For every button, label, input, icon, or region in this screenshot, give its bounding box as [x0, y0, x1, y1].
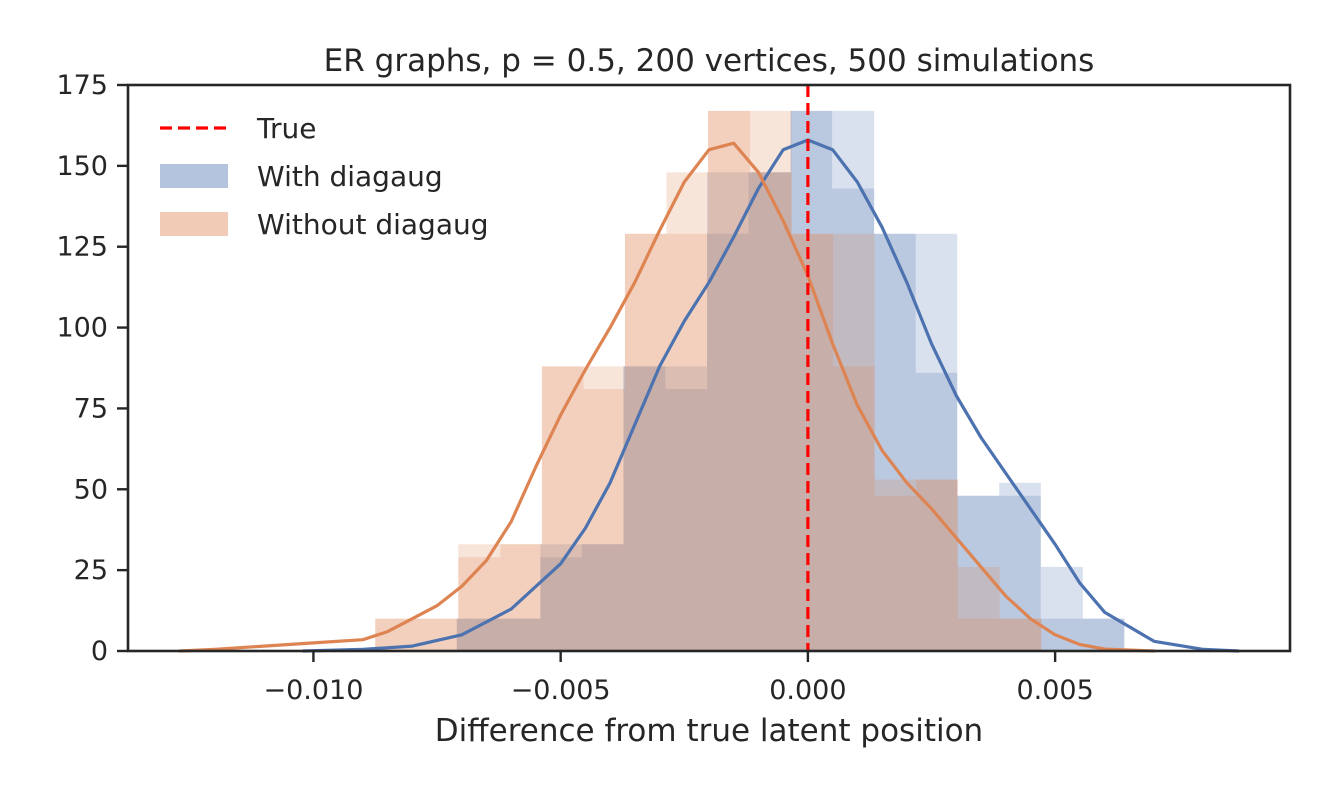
y-tick-label: 100	[56, 313, 108, 344]
kde-curve-without-diagaug	[178, 141, 1156, 653]
histogram-bar	[581, 544, 624, 651]
histogram-bar	[540, 544, 624, 651]
histogram-bar	[748, 172, 791, 651]
histogram-bar	[791, 233, 875, 651]
histogram-bar	[790, 110, 833, 652]
histogram-bar	[957, 495, 1041, 651]
histogram-bar	[833, 366, 875, 651]
histogram-bar	[500, 544, 542, 651]
histogram-bar	[999, 618, 1042, 651]
x-axis-label: Difference from true latent position	[435, 713, 983, 749]
histogram-bar	[957, 618, 1042, 651]
histogram-bar	[874, 233, 916, 651]
legend: True With diagaug Without diagaug	[160, 112, 489, 241]
histogram-bar	[540, 557, 582, 651]
histogram-bar	[623, 366, 666, 651]
histogram-bar	[832, 188, 875, 652]
histogram-bar	[624, 233, 667, 651]
histogram-bar	[957, 495, 1000, 651]
histogram-bar	[750, 172, 792, 651]
series-with-diagaug-bars	[456, 110, 1125, 652]
histogram-bar	[999, 482, 1041, 651]
histogram-bar	[666, 172, 709, 651]
x-tick-label: 0.000	[769, 675, 846, 706]
histogram-bar	[916, 479, 958, 651]
axes-frame	[126, 83, 1292, 653]
histogram-bar	[874, 495, 917, 651]
legend-true-label: True	[256, 112, 316, 145]
chart-title: ER graphs, p = 0.5, 200 vertices, 500 si…	[324, 43, 1095, 79]
x-axis: −0.010 −0.005 0.000 0.005	[263, 651, 1094, 706]
plot-area: 0 25 50 75 100 125 150 175 −0.010 −0.005 0.000 0.00…	[56, 70, 1292, 706]
histogram-bar	[708, 110, 751, 652]
legend-with-diagaug-swatch	[160, 164, 228, 188]
histogram-bar	[541, 366, 625, 651]
y-tick-label: 125	[56, 232, 108, 263]
histogram-bar	[791, 233, 834, 651]
histogram-bar	[874, 479, 958, 651]
x-tick-label: 0.005	[1016, 675, 1093, 706]
series-without-diagaug-bars	[375, 110, 1042, 652]
histogram-bar	[623, 366, 708, 651]
histogram-bar	[790, 110, 875, 652]
histogram-bar	[416, 618, 459, 651]
y-tick-label: 75	[74, 393, 108, 424]
histogram-bar	[458, 544, 542, 651]
histogram-bar	[707, 172, 791, 651]
legend-without-diagaug-swatch	[160, 212, 228, 236]
histogram-bar	[665, 389, 708, 651]
histogram-bar	[498, 618, 541, 651]
y-tick-label: 0	[91, 636, 108, 667]
x-tick-label: −0.005	[511, 675, 611, 706]
histogram-bar	[707, 233, 749, 651]
histogram-bar	[708, 110, 792, 652]
y-tick-label: 150	[56, 151, 108, 182]
x-tick-label: −0.010	[263, 675, 363, 706]
histogram-bar	[915, 372, 958, 651]
legend-with-diagaug-label: With diagaug	[257, 160, 443, 193]
histogram-bar	[456, 618, 541, 651]
y-tick-label: 50	[74, 474, 108, 505]
y-axis: 0 25 50 75 100 125 150 175	[56, 70, 128, 667]
y-tick-label: 25	[74, 555, 108, 586]
legend-without-diagaug-label: Without diagaug	[257, 208, 489, 241]
histogram-bar	[458, 557, 501, 651]
y-tick-label: 175	[56, 70, 108, 101]
